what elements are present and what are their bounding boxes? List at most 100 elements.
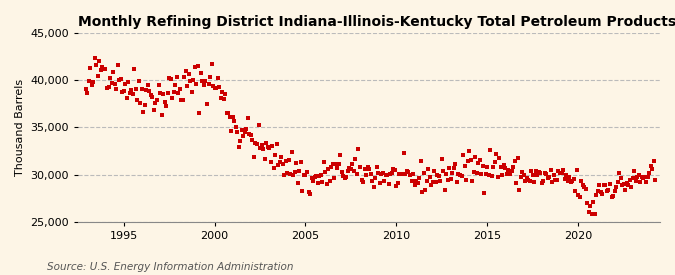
Point: [559, 177, 570, 181]
Point: [369, 185, 379, 189]
Point: [511, 181, 522, 185]
Point: [323, 167, 333, 172]
Point: [230, 125, 241, 129]
Point: [206, 62, 217, 66]
Point: [90, 56, 101, 60]
Point: [508, 165, 518, 170]
Point: [386, 170, 397, 175]
Point: [276, 155, 287, 160]
Point: [449, 166, 460, 170]
Point: [227, 115, 238, 120]
Point: [267, 144, 277, 148]
Point: [171, 75, 182, 79]
Point: [482, 165, 493, 169]
Point: [218, 97, 229, 101]
Point: [573, 192, 584, 197]
Point: [100, 67, 111, 71]
Point: [344, 166, 355, 170]
Point: [282, 171, 293, 175]
Point: [112, 63, 123, 67]
Point: [327, 162, 338, 166]
Point: [521, 176, 532, 180]
Point: [291, 161, 302, 165]
Point: [481, 172, 491, 176]
Point: [84, 79, 95, 83]
Point: [470, 155, 481, 159]
Point: [499, 163, 510, 167]
Point: [309, 175, 320, 180]
Point: [544, 175, 555, 180]
Point: [130, 87, 141, 91]
Point: [211, 86, 221, 90]
Point: [102, 86, 113, 90]
Point: [500, 165, 511, 170]
Point: [119, 82, 130, 86]
Point: [256, 143, 267, 147]
Point: [447, 171, 458, 175]
Point: [284, 158, 294, 162]
Point: [178, 98, 188, 102]
Point: [135, 101, 146, 105]
Point: [200, 79, 211, 83]
Point: [341, 175, 352, 180]
Point: [270, 152, 281, 157]
Point: [209, 86, 220, 90]
Point: [164, 76, 175, 80]
Point: [497, 173, 508, 177]
Point: [549, 172, 560, 177]
Point: [397, 172, 408, 177]
Point: [191, 82, 202, 86]
Point: [583, 210, 594, 214]
Point: [421, 179, 432, 183]
Point: [468, 170, 479, 174]
Point: [509, 159, 520, 163]
Point: [192, 64, 203, 68]
Point: [594, 183, 605, 187]
Point: [512, 156, 523, 161]
Point: [435, 178, 446, 183]
Point: [489, 160, 500, 164]
Point: [242, 116, 253, 120]
Point: [247, 138, 258, 142]
Point: [450, 162, 461, 166]
Point: [115, 76, 126, 81]
Point: [389, 168, 400, 172]
Point: [606, 195, 617, 199]
Point: [452, 179, 462, 184]
Point: [471, 171, 482, 175]
Point: [641, 180, 652, 185]
Point: [617, 183, 628, 187]
Point: [362, 165, 373, 169]
Point: [117, 90, 128, 94]
Point: [425, 175, 435, 179]
Point: [375, 181, 385, 185]
Point: [162, 90, 173, 95]
Point: [477, 164, 488, 169]
Point: [381, 172, 392, 177]
Point: [515, 175, 526, 179]
Point: [329, 176, 340, 180]
Point: [543, 176, 554, 180]
Point: [184, 72, 194, 76]
Point: [215, 96, 226, 101]
Point: [173, 91, 184, 95]
Point: [524, 178, 535, 183]
Point: [612, 180, 623, 185]
Point: [88, 80, 99, 84]
Point: [472, 161, 483, 165]
Point: [414, 176, 425, 180]
Point: [614, 171, 624, 175]
Point: [402, 169, 412, 173]
Point: [190, 64, 200, 69]
Point: [431, 180, 441, 184]
Point: [258, 147, 269, 151]
Point: [280, 159, 291, 163]
Point: [285, 172, 296, 176]
Point: [576, 178, 587, 183]
Point: [365, 172, 376, 177]
Point: [627, 176, 638, 180]
Point: [208, 84, 219, 88]
Point: [505, 172, 516, 176]
Point: [623, 182, 634, 187]
Point: [487, 174, 497, 178]
